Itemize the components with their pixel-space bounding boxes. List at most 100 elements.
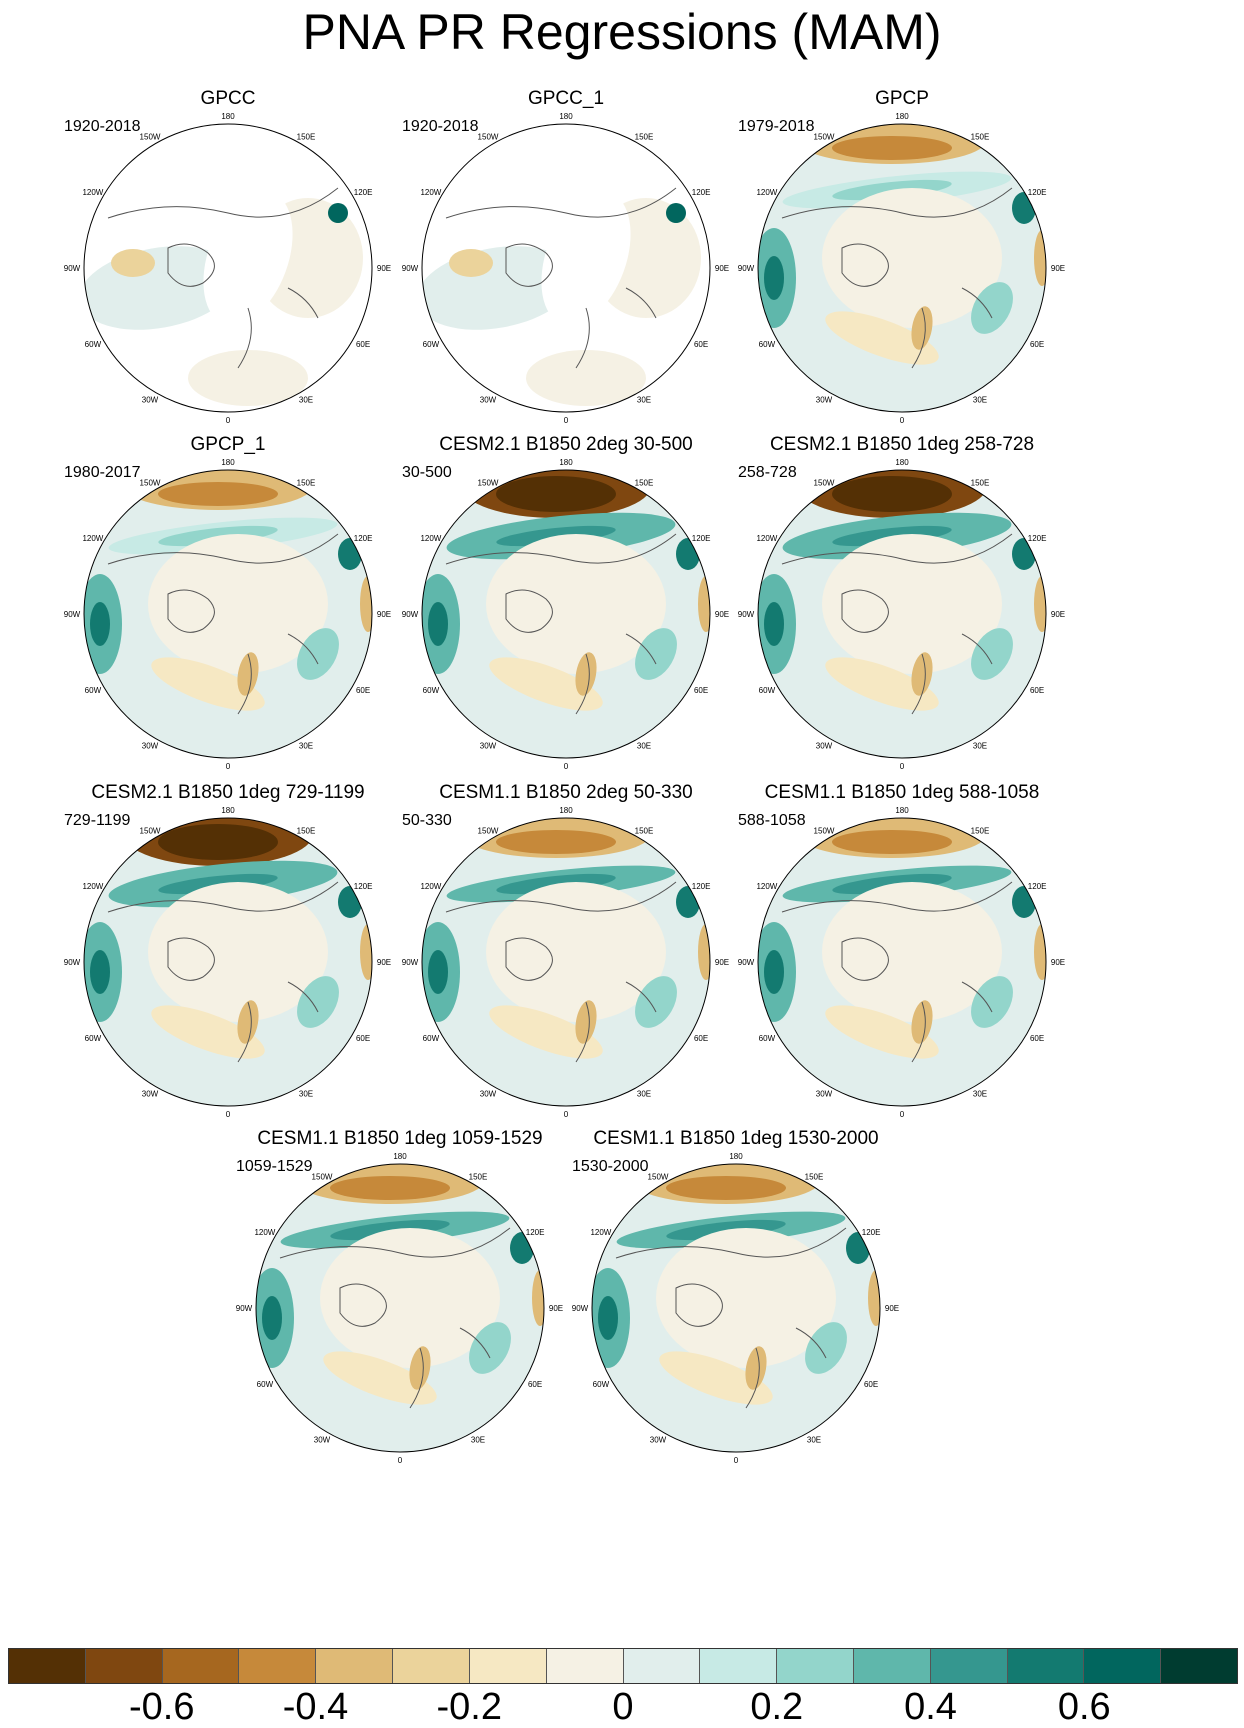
dry-anomaly-atlantic bbox=[323, 1351, 437, 1405]
colorbar-tick-label: 0 bbox=[612, 1686, 634, 1728]
longitude-label: 0 bbox=[226, 416, 231, 425]
wet-anomaly-central-asia bbox=[971, 976, 1013, 1028]
dry-anomaly-east bbox=[698, 924, 710, 980]
longitude-label: 150E bbox=[297, 132, 316, 141]
wet-anomaly-central-asia bbox=[971, 628, 1013, 680]
coastline bbox=[781, 881, 1013, 913]
longitude-label: 30E bbox=[637, 1090, 651, 1099]
longitude-label: 60E bbox=[1030, 340, 1044, 349]
longitude-label: 60E bbox=[528, 1380, 542, 1389]
longitude-label: 120E bbox=[354, 882, 373, 891]
wet-anomaly-west-core bbox=[90, 602, 110, 646]
longitude-label: 30W bbox=[816, 742, 833, 751]
neutral-arctic bbox=[320, 1228, 500, 1368]
longitude-label: 150W bbox=[140, 132, 161, 141]
longitude-label: 60W bbox=[85, 340, 102, 349]
longitude-label: 60W bbox=[759, 340, 776, 349]
colorbar-swatch bbox=[162, 1649, 240, 1683]
longitude-label: 150E bbox=[635, 478, 654, 487]
longitude-label: 90E bbox=[1051, 958, 1065, 967]
longitude-label: 60E bbox=[694, 686, 708, 695]
coastline bbox=[911, 981, 993, 1063]
coastline bbox=[911, 287, 993, 369]
map-boundary bbox=[83, 469, 373, 759]
panel-period-label: 729-1199 bbox=[64, 812, 131, 829]
coastline bbox=[575, 633, 657, 715]
colorbar-tick-label: 0.2 bbox=[750, 1686, 804, 1728]
precip-field bbox=[758, 470, 1046, 758]
colorbar-swatch bbox=[393, 1649, 470, 1683]
longitude-label: 120W bbox=[254, 1228, 275, 1237]
coastline bbox=[841, 243, 889, 287]
coastline bbox=[575, 981, 657, 1063]
longitude-label: 60W bbox=[593, 1380, 610, 1389]
dry-anomaly-europe bbox=[745, 1346, 767, 1390]
longitude-label: 120E bbox=[692, 188, 711, 197]
longitude-label: 60E bbox=[1030, 1034, 1044, 1043]
longitude-label: 0 bbox=[564, 762, 569, 771]
colorbar-swatch bbox=[469, 1649, 547, 1683]
longitude-label: 90W bbox=[738, 610, 755, 619]
longitude-label: 150W bbox=[478, 478, 499, 487]
dry-anomaly bbox=[111, 249, 155, 277]
coastline bbox=[445, 533, 677, 565]
polar-map: 180 150E 120E 90E 60E 30E 0 30W 60W 90W 120W 150W bbox=[64, 112, 391, 425]
colorbar-swatch bbox=[700, 1649, 778, 1683]
dry-anomaly-core bbox=[832, 476, 952, 512]
colorbar-swatch bbox=[1084, 1649, 1162, 1683]
wet-anomaly-west-core bbox=[764, 602, 784, 646]
coastline bbox=[107, 187, 339, 219]
map-panel: CESM1.1 B1850 2deg 50-330 180 150E 120E 90E 6… bbox=[396, 782, 736, 1162]
coastline bbox=[409, 1327, 491, 1409]
neutral-arctic bbox=[148, 534, 328, 674]
longitude-label: 90W bbox=[402, 958, 419, 967]
wet-anomaly bbox=[328, 203, 348, 223]
longitude-label: 90E bbox=[377, 264, 391, 273]
dry-anomaly-atlantic bbox=[489, 1005, 603, 1059]
longitude-label: 120E bbox=[692, 534, 711, 543]
precip-field bbox=[84, 124, 372, 412]
coastline bbox=[167, 243, 215, 287]
coastline bbox=[107, 533, 339, 565]
dry-anomaly-east bbox=[1034, 924, 1046, 980]
neutral-arctic bbox=[486, 882, 666, 1022]
longitude-label: 90W bbox=[236, 1304, 253, 1313]
dry-anomaly-core bbox=[496, 830, 616, 854]
neutral-arctic bbox=[822, 534, 1002, 674]
polar-map: 180 150E 120E 90E 60E 30E 0 30W 60W 90W 120W 150W bbox=[64, 806, 391, 1119]
precip-field bbox=[422, 818, 710, 1106]
polar-map: 180 150E 120E 90E 60E 30E 0 30W 60W 90W 120W 150W bbox=[402, 806, 729, 1119]
wet-anomaly-west-core bbox=[428, 602, 448, 646]
colorbar-swatch bbox=[777, 1649, 854, 1683]
neutral-arctic bbox=[822, 882, 1002, 1022]
coastline bbox=[445, 187, 677, 219]
longitude-label: 150E bbox=[469, 1172, 488, 1181]
panel-period-label: 1920-2018 bbox=[402, 118, 479, 135]
longitude-label: 30W bbox=[480, 1090, 497, 1099]
longitude-label: 60W bbox=[85, 686, 102, 695]
coastline bbox=[445, 881, 677, 913]
colorbar-tick-label: 0.4 bbox=[904, 1686, 957, 1728]
coastline bbox=[575, 287, 657, 369]
wet-anomaly-central-asia bbox=[635, 976, 677, 1028]
polar-map: 180 150E 120E 90E 60E 30E 0 30W 60W 90W 120W 150W bbox=[738, 806, 1065, 1119]
precip-field bbox=[592, 1164, 880, 1452]
colorbar-tick-label: 0.6 bbox=[1057, 1686, 1111, 1728]
precip-field bbox=[256, 1164, 544, 1452]
colorbar-swatch bbox=[1161, 1649, 1237, 1683]
dry-anomaly-europe bbox=[911, 1000, 933, 1044]
longitude-label: 30W bbox=[142, 742, 159, 751]
longitude-label: 0 bbox=[398, 1456, 403, 1465]
dry-anomaly-europe bbox=[575, 1000, 597, 1044]
longitude-label: 30E bbox=[973, 1090, 987, 1099]
neutral-arctic bbox=[148, 882, 328, 1022]
panel-title: CESM1.1 B1850 1deg 1059-1529 bbox=[257, 1128, 543, 1149]
longitude-label: 120E bbox=[1028, 534, 1047, 543]
wet-anomaly-west-core bbox=[764, 950, 784, 994]
no-data-region bbox=[203, 190, 293, 326]
coastline bbox=[841, 589, 889, 633]
dry-anomaly-europe bbox=[409, 1346, 431, 1390]
dry-anomaly-east bbox=[360, 576, 372, 632]
longitude-label: 150E bbox=[635, 132, 654, 141]
longitude-label: 30E bbox=[299, 396, 313, 405]
